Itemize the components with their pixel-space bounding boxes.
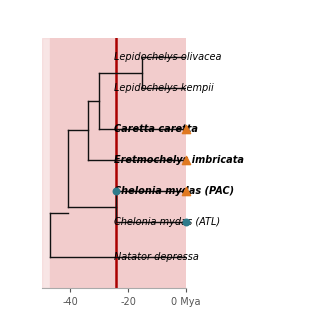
Point — [114, 189, 119, 194]
Text: Caretta caretta: Caretta caretta — [114, 124, 198, 134]
Text: Chelonia mydas (PAC): Chelonia mydas (PAC) — [114, 186, 234, 196]
Point — [183, 189, 188, 194]
Text: Lepidochelys kempii: Lepidochelys kempii — [114, 83, 213, 93]
Text: Natator depressa: Natator depressa — [114, 252, 198, 262]
Text: Lepidochelys olivacea: Lepidochelys olivacea — [114, 52, 221, 62]
Bar — [50, 38, 186, 288]
Point — [183, 220, 188, 225]
Point — [183, 157, 188, 163]
Text: Chelonia mydas (ATL): Chelonia mydas (ATL) — [114, 218, 220, 228]
Bar — [42, 38, 59, 288]
Text: Eretmochelys imbricata: Eretmochelys imbricata — [114, 155, 244, 165]
Point — [183, 126, 188, 132]
